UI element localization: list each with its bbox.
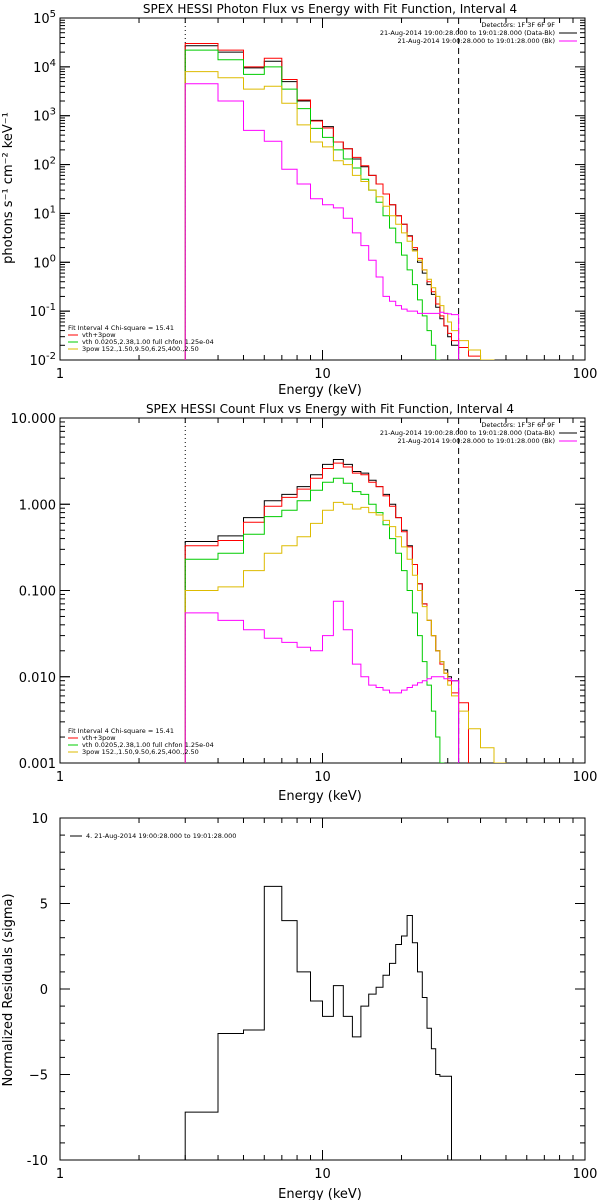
photon-flux-legend-entry: Fit Interval 4 Chi-square = 15.41 <box>68 324 174 332</box>
count-flux-y-tick-label: 1.000 <box>19 498 56 513</box>
residuals-y-tick-label: −5 <box>29 1069 48 1084</box>
count-flux-y-tick-label: 0.010 <box>19 671 56 686</box>
count-flux-series-group <box>184 459 507 763</box>
residuals-xlabel: Energy (keV) <box>278 1187 362 1200</box>
count-flux-legend-entry: 3pow 152.,1.50,9.50,6.25,400.,2.50 <box>82 748 199 756</box>
count-flux-series-3pow <box>184 501 507 763</box>
count-flux-series-bk <box>184 600 460 763</box>
photon-flux-y-tick-label: 102 <box>33 156 56 174</box>
photon-flux-x-tick-label: 10 <box>314 367 331 382</box>
count-flux-legend-entry: 21-Aug-2014 19:00:28.000 to 19:01:28.000… <box>398 437 555 445</box>
residuals-y-tick-label: -10 <box>27 1154 48 1169</box>
photon-flux-xlabel: Energy (keV) <box>278 383 362 398</box>
residuals-panel: Energy (keV) Normalized Residuals (sigma… <box>1 812 597 1200</box>
photon-flux-series-group <box>184 43 495 360</box>
photon-flux-title: SPEX HESSI Photon Flux vs Energy with Fi… <box>143 2 517 16</box>
count-flux-x-tick-label: 10 <box>314 770 331 785</box>
photon-flux-series-3pow <box>184 71 495 360</box>
photon-flux-series-bk <box>184 83 460 360</box>
count-flux-panel: SPEX HESSI Count Flux vs Energy with Fit… <box>11 402 598 804</box>
photon-flux-x-tick-label: 1 <box>56 367 64 382</box>
residuals-ylabel: Normalized Residuals (sigma) <box>1 893 16 1086</box>
photon-flux-y-tick-label: 100 <box>33 253 56 271</box>
photon-flux-panel: SPEX HESSI Photon Flux vs Energy with Fi… <box>1 2 597 398</box>
count-flux-y-tick-label: 0.001 <box>19 757 56 772</box>
photon-flux-y-tick-label: 101 <box>33 204 56 222</box>
residuals-x-tick-label: 1 <box>56 1167 64 1182</box>
count-flux-y-tick-label: 0.100 <box>19 585 56 600</box>
count-flux-series-vth <box>184 477 445 763</box>
photon-flux-legend-entry: 3pow 152.,1.50,9.50,6.25,400.,2.50 <box>82 345 199 353</box>
residuals-y-tick-label: 10 <box>31 812 48 827</box>
residuals-y-tick-label: 0 <box>40 983 48 998</box>
photon-flux-y-tick-label: 10-1 <box>29 302 56 320</box>
photon-flux-legend-entry: 21-Aug-2014 19:00:28.000 to 19:01:28.000… <box>398 37 555 45</box>
residuals-series-group <box>184 885 460 1160</box>
photon-flux-y-tick-label: 104 <box>33 58 56 76</box>
residuals-x-tick-label: 10 <box>314 1167 331 1182</box>
photon-flux-y-tick-label: 10-2 <box>29 351 56 369</box>
residuals-legend-entry: 4. 21-Aug-2014 19:00:28.000 to 19:01:28.… <box>86 832 236 840</box>
count-flux-xlabel: Energy (keV) <box>278 789 362 804</box>
count-flux-x-tick-label: 100 <box>573 770 598 785</box>
photon-flux-legend-entry: vth+3pow <box>82 331 116 339</box>
photon-flux-legend-entry: Detectors: 1F 3F 6F 9F <box>481 21 555 29</box>
residuals-x-tick-label: 100 <box>573 1167 598 1182</box>
residuals-y-tick-label: 5 <box>40 898 48 913</box>
count-flux-legend-entry: Detectors: 1F 3F 6F 9F <box>481 421 555 429</box>
count-flux-y-tick-label: 10.000 <box>11 412 57 427</box>
photon-flux-ylabel: photons s⁻¹ cm⁻² keV⁻¹ <box>1 112 16 264</box>
photon-flux-x-tick-label: 100 <box>573 367 598 382</box>
photon-flux-y-tick-label: 105 <box>33 9 56 27</box>
photon-flux-legend-entry: 21-Aug-2014 19:00:28.000 to 19:01:28.000… <box>380 29 555 37</box>
residuals-series-4-21-aug-2014-19-00-28-000-to-19-01-28-000 <box>184 885 460 1160</box>
count-flux-legend-entry: vth 0.0205,2.38,1.00 full chfon 1.25e-04 <box>82 741 214 749</box>
count-flux-legend-entry: vth+3pow <box>82 734 116 742</box>
count-flux-title: SPEX HESSI Count Flux vs Energy with Fit… <box>146 402 514 416</box>
count-flux-legend-entry: 21-Aug-2014 19:00:28.000 to 19:01:28.000… <box>380 429 555 437</box>
count-flux-x-tick-label: 1 <box>56 770 64 785</box>
count-flux-legend-entry: Fit Interval 4 Chi-square = 15.41 <box>68 727 174 735</box>
photon-flux-legend-entry: vth 0.0205,2.38,1.00 full chfon 1.25e-04 <box>82 338 214 346</box>
photon-flux-y-tick-label: 103 <box>33 107 56 125</box>
